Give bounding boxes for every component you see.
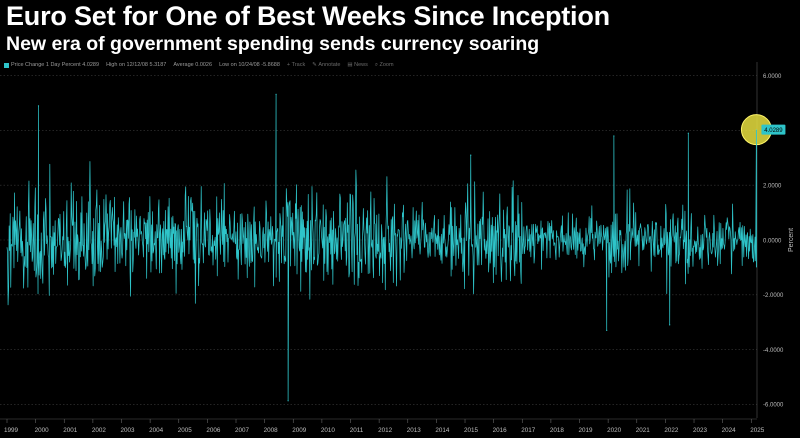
y-tick-label: -6.0000 xyxy=(763,403,784,409)
x-tick-label: 2010 xyxy=(321,427,336,434)
price-change-series xyxy=(6,93,758,402)
news-icon: ▤ xyxy=(347,62,355,68)
x-tick-label: 2013 xyxy=(407,427,422,434)
annotate-tool[interactable]: ✎ Annotate xyxy=(312,62,340,68)
news-tool[interactable]: ▤ News xyxy=(347,62,368,68)
y-tick-label: 0.0000 xyxy=(763,238,782,244)
x-tick-label: 2001 xyxy=(63,427,78,434)
y-tick-label: -4.0000 xyxy=(763,348,784,354)
x-tick-label: 2018 xyxy=(550,427,565,434)
chart-legend: Price Change 1 Day Percent 4.0289 High o… xyxy=(4,60,394,70)
y-axis-label: Percent xyxy=(788,228,795,252)
data-point xyxy=(275,93,277,95)
x-tick-label: 2004 xyxy=(149,427,164,434)
x-tick-label: 2003 xyxy=(120,427,135,434)
x-tick-label: 2017 xyxy=(521,427,536,434)
data-point xyxy=(669,324,671,326)
news-tool-label: News xyxy=(354,62,368,68)
legend-average: Average 0.0026 xyxy=(173,62,212,68)
x-tick-label: 2015 xyxy=(464,427,479,434)
series-line xyxy=(6,93,757,402)
x-tick-label: 2000 xyxy=(35,427,50,434)
x-tick-label: 2002 xyxy=(92,427,107,434)
data-point xyxy=(606,329,608,331)
x-tick-label: 2023 xyxy=(693,427,708,434)
x-tick-label: 2022 xyxy=(664,427,679,434)
annotate-tool-label: Annotate xyxy=(318,62,341,68)
legend-series[interactable]: Price Change 1 Day Percent 4.0289 xyxy=(4,62,99,68)
data-point xyxy=(470,154,472,156)
last-value-tag xyxy=(761,124,786,135)
x-axis: 1999 2000 2001 2002 2003 2004 2005 2006 2007 2008… xyxy=(0,418,765,434)
x-tick-label: 2016 xyxy=(493,427,508,434)
data-point xyxy=(287,400,289,402)
legend-low-label: Low on 10/24/08 -5.8688 xyxy=(219,62,280,68)
y-tick-label: 6.0000 xyxy=(763,74,782,80)
crosshair-icon: + xyxy=(286,62,292,68)
y-tick-label: 2.0000 xyxy=(763,184,782,190)
legend-low: Low on 10/24/08 -5.8688 xyxy=(219,62,280,68)
x-tick-label: 2012 xyxy=(378,427,393,434)
x-tick-label: 2025 xyxy=(750,427,765,434)
x-tick-label: 2014 xyxy=(435,427,450,434)
x-tick-label: 2005 xyxy=(178,427,193,434)
data-point xyxy=(687,132,689,134)
pencil-icon: ✎ xyxy=(312,62,319,68)
x-tick-label: 2006 xyxy=(206,427,221,434)
x-tick-label: 1999 xyxy=(4,427,19,434)
x-tick-label: 2019 xyxy=(579,427,594,434)
chart-title: Euro Set for One of Best Weeks Since Inc… xyxy=(6,1,610,31)
x-tick-label: 2020 xyxy=(607,427,622,434)
last-value-callout: 4.0289 xyxy=(740,114,786,268)
legend-average-label: Average 0.0026 xyxy=(173,62,213,68)
legend-high-label: High on 12/12/08 5.3187 xyxy=(106,62,167,68)
x-tick-label: 2021 xyxy=(636,427,651,434)
x-tick-label: 2024 xyxy=(722,427,737,434)
legend-high: High on 12/12/08 5.3187 xyxy=(106,62,166,68)
data-point xyxy=(37,105,40,107)
x-tick-label: 2011 xyxy=(350,427,364,434)
last-value-label: 4.0289 xyxy=(764,128,783,134)
x-tick-label: 2008 xyxy=(264,427,279,434)
x-tick-label: 2009 xyxy=(292,427,307,434)
legend-series-label: Price Change 1 Day Percent 4.0289 xyxy=(11,62,100,68)
zoom-tool[interactable]: ⌕ Zoom xyxy=(375,62,394,69)
x-tick-label: 2007 xyxy=(235,427,250,434)
track-tool[interactable]: + Track xyxy=(287,62,305,68)
data-point xyxy=(613,135,615,137)
series-swatch-icon xyxy=(4,62,9,68)
chart-subtitle: New era of government spending sends cur… xyxy=(6,33,540,55)
magnifier-icon: ⌕ xyxy=(374,61,380,68)
y-tick-label: -2.0000 xyxy=(763,293,784,299)
zoom-tool-label: Zoom xyxy=(379,62,394,68)
track-tool-label: Track xyxy=(291,62,306,68)
